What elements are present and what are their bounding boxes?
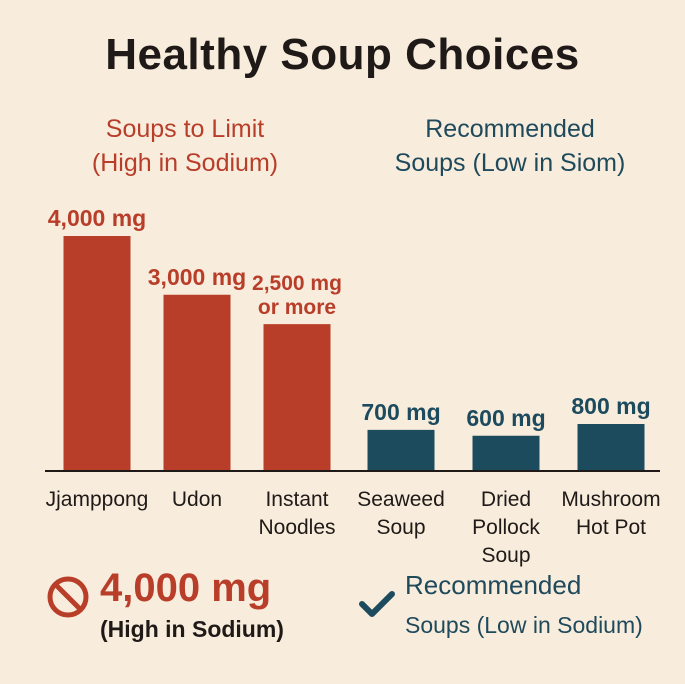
footer-recommended-title: Recommended bbox=[405, 570, 582, 600]
value-label-2-1: or more bbox=[258, 296, 336, 319]
prohibited-icon bbox=[47, 576, 89, 618]
category-label-5-1: Hot Pot bbox=[576, 516, 646, 539]
bar-1 bbox=[163, 294, 231, 471]
value-label-5: 800 mg bbox=[571, 393, 650, 419]
category-label-0: Jjamppong bbox=[46, 488, 149, 511]
recommended-group-line2: Soups (Low in Siom) bbox=[394, 149, 626, 177]
checkmark-icon bbox=[359, 591, 395, 617]
value-label-4: 600 mg bbox=[466, 405, 545, 431]
category-label-1: Udon bbox=[172, 488, 222, 511]
category-label-4-1: Pollock bbox=[472, 516, 540, 539]
category-label-2-1: Noodles bbox=[258, 516, 335, 539]
category-label-3: Seaweed bbox=[357, 488, 445, 511]
bar-4 bbox=[472, 435, 540, 471]
footer-high-value: 4,000 mg bbox=[100, 566, 272, 610]
recommended-group-line1: Recommended bbox=[425, 115, 595, 143]
category-label-5: Mushroom bbox=[561, 488, 660, 511]
category-label-4: Dried bbox=[481, 488, 531, 511]
value-label-1: 3,000 mg bbox=[148, 264, 246, 290]
value-label-2: 2,500 mg bbox=[252, 272, 342, 295]
page-title: Healthy Soup Choices bbox=[105, 30, 580, 79]
limit-group-label: Soups to Limit (High in Sodium) bbox=[40, 112, 330, 180]
category-label-4-2: Soup bbox=[481, 544, 530, 567]
value-label-3: 700 mg bbox=[361, 399, 440, 425]
value-label-0: 4,000 mg bbox=[48, 205, 146, 231]
category-label-2: Instant bbox=[265, 488, 328, 511]
bar-2 bbox=[263, 324, 331, 471]
limit-group-line1: Soups to Limit bbox=[105, 115, 265, 143]
footer-recommended-label: Soups (Low in Sodium) bbox=[405, 612, 643, 638]
recommended-group-label: Recommended Soups (Low in Siom) bbox=[350, 112, 670, 180]
bar-0 bbox=[63, 236, 131, 471]
bar-5 bbox=[577, 424, 645, 471]
limit-group-line2: (High in Sodium) bbox=[91, 149, 279, 177]
bar-3 bbox=[367, 429, 435, 471]
footer-high-label: (High in Sodium) bbox=[100, 616, 284, 642]
category-label-3-1: Soup bbox=[376, 516, 425, 539]
